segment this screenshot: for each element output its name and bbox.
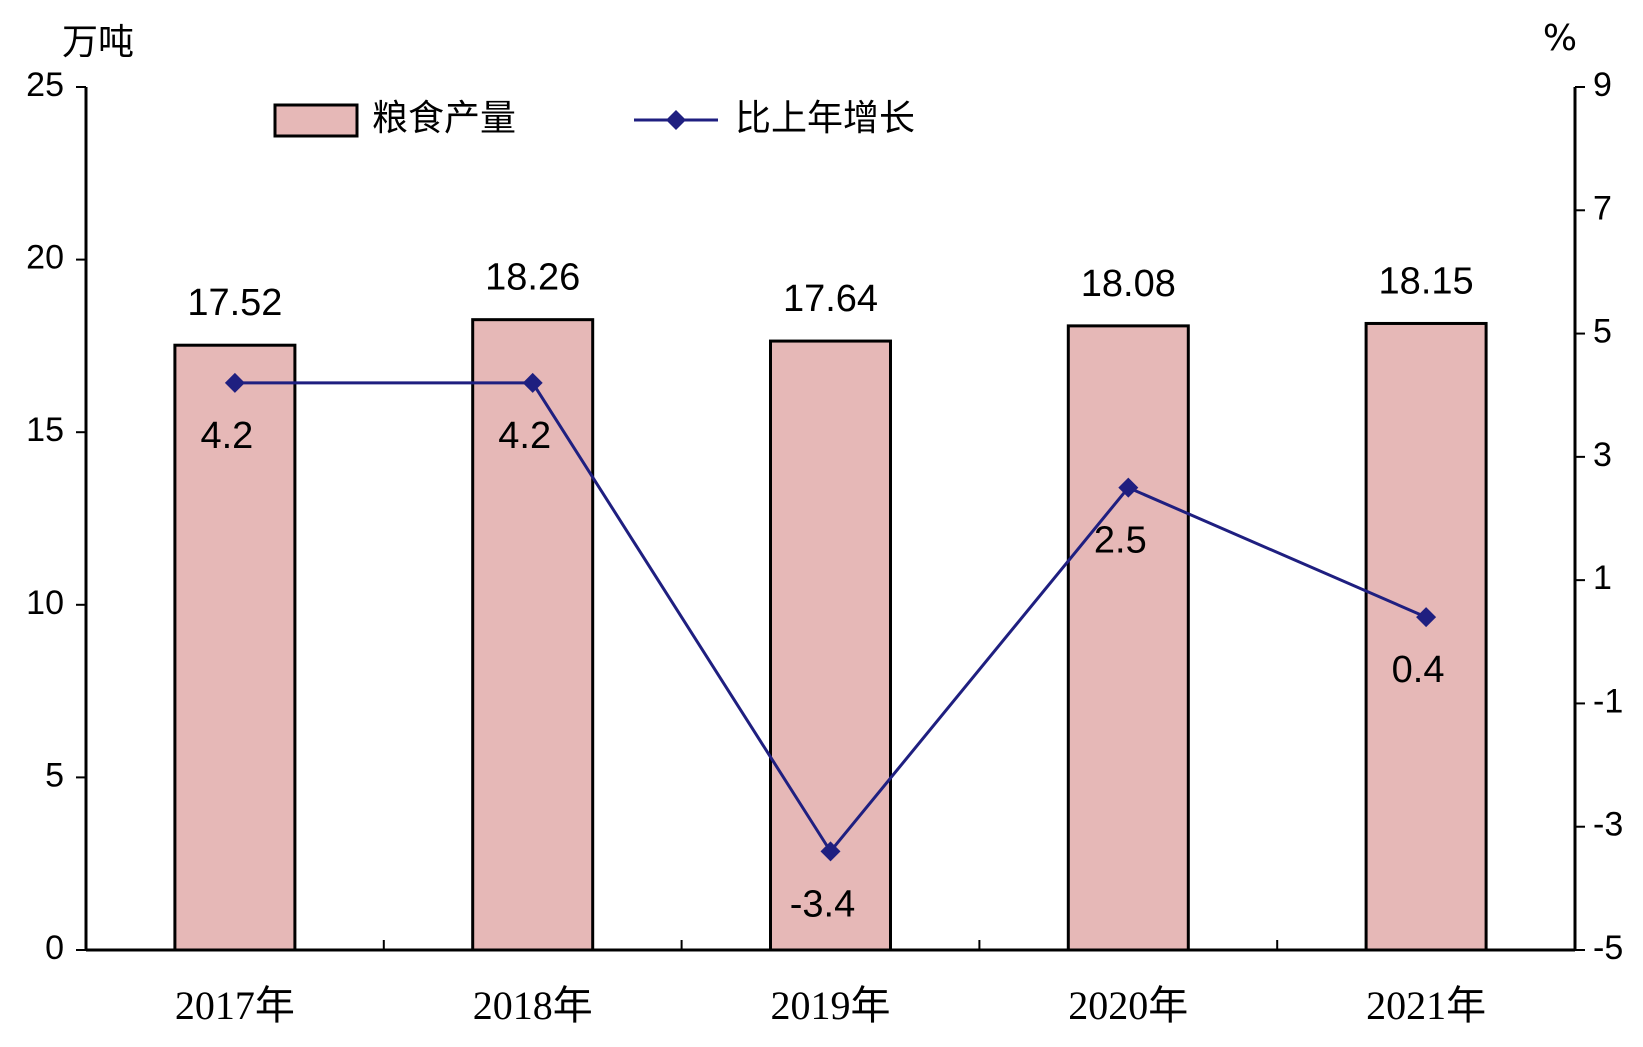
y2-tick-label: 3 xyxy=(1593,436,1612,474)
y-tick-label: 5 xyxy=(45,756,64,794)
x-tick-label: 2020年 xyxy=(1068,983,1188,1028)
line-value-label: 4.2 xyxy=(498,415,551,457)
y2-axis-label: % xyxy=(1543,18,1577,59)
y-tick-label: 0 xyxy=(45,929,64,967)
x-tick-label: 2019年 xyxy=(771,983,891,1028)
line-marker xyxy=(1416,607,1437,628)
x-tick-label: 2021年 xyxy=(1366,983,1486,1028)
line-value-label: 0.4 xyxy=(1392,649,1445,691)
y2-tick-label: -3 xyxy=(1593,806,1623,844)
line-marker xyxy=(820,841,841,862)
bar-value-label: 18.15 xyxy=(1379,260,1474,302)
legend-label: 比上年增长 xyxy=(735,98,915,139)
bar xyxy=(1066,324,1190,952)
x-tick-label: 2017年 xyxy=(175,983,295,1028)
bar-value-label: 17.52 xyxy=(187,282,282,324)
y-axis-label: 万吨 xyxy=(62,22,134,63)
x-tick-label: 2018年 xyxy=(473,983,593,1028)
bar xyxy=(471,318,595,952)
y2-tick-label: 1 xyxy=(1593,559,1612,597)
line-value-label: 4.2 xyxy=(200,415,253,457)
bar xyxy=(1364,321,1488,952)
y-tick-label: 15 xyxy=(26,411,64,449)
bar xyxy=(173,343,297,952)
y2-tick-label: 7 xyxy=(1593,189,1612,227)
y2-tick-label: 9 xyxy=(1593,66,1612,104)
line-value-label: 2.5 xyxy=(1094,520,1147,562)
y2-tick-label: 5 xyxy=(1593,313,1612,351)
y-tick-label: 25 xyxy=(26,66,64,104)
bar-value-label: 18.08 xyxy=(1081,263,1176,305)
line-marker xyxy=(224,372,245,393)
line-marker xyxy=(1118,477,1139,498)
bar-value-label: 17.64 xyxy=(783,278,878,320)
legend-swatch xyxy=(273,103,359,138)
legend-label: 粮食产量 xyxy=(372,98,516,139)
line-marker xyxy=(522,372,543,393)
y-tick-label: 20 xyxy=(26,239,64,277)
line-value-label: -3.4 xyxy=(790,883,855,925)
y2-tick-label: -5 xyxy=(1593,929,1623,967)
legend-marker xyxy=(666,110,686,130)
y-tick-label: 10 xyxy=(26,584,64,622)
y2-tick-label: -1 xyxy=(1593,682,1623,720)
bar-value-label: 18.26 xyxy=(485,257,580,299)
